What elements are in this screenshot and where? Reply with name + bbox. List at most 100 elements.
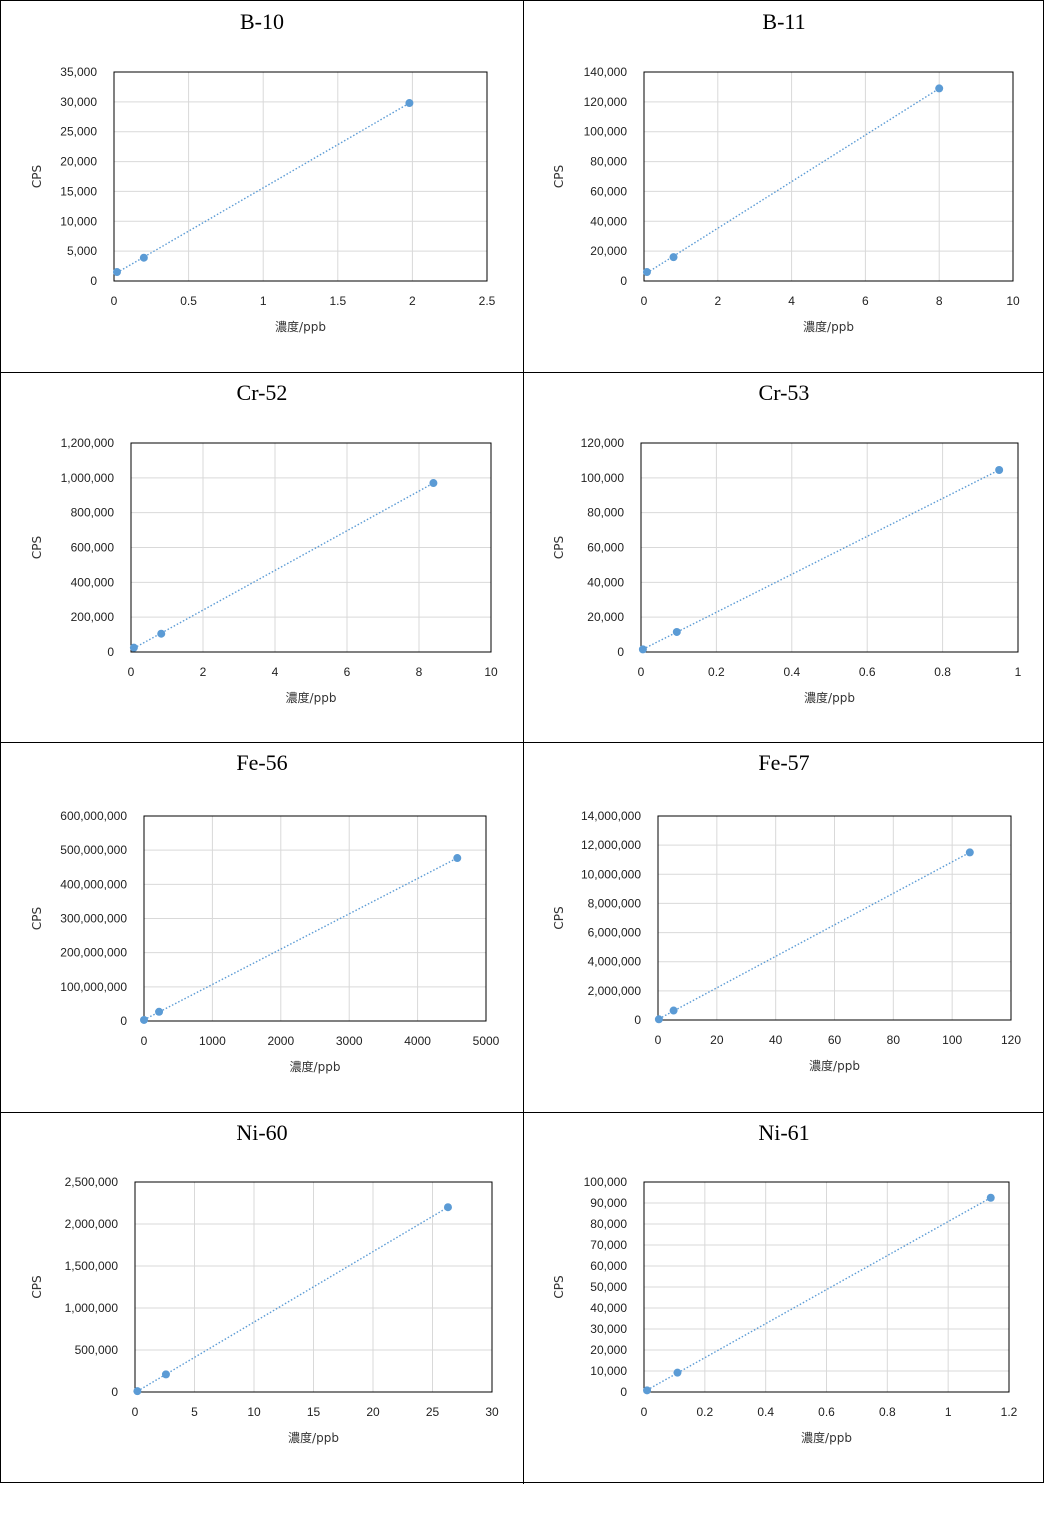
y-tick-label: 20,000 [590,1343,627,1357]
scatter-chart: 0 20 40 60 80 100 120 0 2,000,000 4,000,000 6,000,… [552,809,1021,1073]
x-tick-label: 1 [260,294,267,308]
y-tick-label: 400,000,000 [60,877,127,891]
x-tick-label: 2 [714,294,721,308]
x-tick-label: 1.2 [1001,1405,1018,1419]
x-tick-label: 100 [942,1033,962,1047]
y-tick-label: 120,000 [581,436,625,450]
y-tick-label: 10,000 [590,1364,627,1378]
y-tick-label: 30,000 [60,95,97,109]
y-tick-label: 40,000 [587,575,624,589]
x-tick-label: 120 [1001,1033,1021,1047]
y-tick-label: 10,000 [60,214,97,228]
chart-title: Fe-56 [236,750,288,775]
data-point [129,643,138,652]
y-tick-label: 100,000 [581,471,625,485]
plot-area-border [130,442,492,653]
trendline [646,1197,992,1391]
data-point [672,627,681,636]
trendline [646,87,940,274]
x-axis-title: 濃度/ppb [803,319,854,334]
scatter-chart: 0 2 4 6 8 10 0 20,000 40,000 60,000 80,000 100,000 1… [552,65,1020,334]
y-tick-label: 80,000 [590,1217,627,1231]
x-tick-label: 0 [132,1405,139,1419]
y-tick-label: 80,000 [590,155,627,169]
chart-cell: Fe-56 0 1000 2000 3000 4000 5000 0 100,000,000 20… [1,742,523,1112]
chart-cell: Cr-53 0 0.2 0.4 0.6 0.8 1 0 20,000 40,000 60,000 80… [523,372,1044,742]
chart-title: Cr-52 [236,380,288,405]
x-tick-label: 0.8 [934,665,951,679]
y-tick-label: 12,000,000 [581,838,641,852]
scatter-chart: 0 0.2 0.4 0.6 0.8 1 0 20,000 40,000 60,000 80,000 1… [552,436,1022,705]
x-tick-label: 40 [769,1033,783,1047]
x-tick-label: 20 [710,1033,724,1047]
y-tick-label: 2,000,000 [588,984,642,998]
chart-title: Ni-60 [236,1120,288,1145]
y-tick-label: 60,000 [587,541,624,555]
x-tick-label: 10 [1006,294,1020,308]
y-tick-label: 100,000 [584,125,628,139]
y-axis-title: CPS [552,1275,566,1298]
x-tick-label: 0.4 [783,665,800,679]
x-tick-label: 0 [128,665,135,679]
x-axis-title: 濃度/ppb [801,1430,852,1445]
x-tick-label: 30 [485,1405,499,1419]
data-point [986,1193,995,1202]
x-tick-label: 4000 [404,1034,431,1048]
data-point [935,84,944,93]
data-point [673,1368,682,1377]
x-tick-label: 0.4 [757,1405,774,1419]
data-point [642,268,651,277]
y-tick-label: 70,000 [590,1238,627,1252]
y-axis-title: CPS [30,536,44,559]
y-tick-label: 1,500,000 [65,1259,119,1273]
x-tick-label: 5 [191,1405,198,1419]
x-tick-label: 2 [409,294,416,308]
y-tick-label: 5,000 [67,244,97,258]
data-point [453,854,462,863]
y-tick-label: 0 [111,1385,118,1399]
y-axis-title: CPS [30,1275,44,1298]
y-tick-label: 50,000 [590,1280,627,1294]
x-tick-label: 0 [641,294,648,308]
y-tick-label: 200,000,000 [60,946,127,960]
y-tick-label: 8,000,000 [588,896,642,910]
data-point [443,1203,452,1212]
x-axis-title: 濃度/ppb [288,1430,339,1445]
x-tick-label: 0 [641,1405,648,1419]
data-point [140,1015,148,1024]
plot-area-border [134,1181,493,1393]
y-tick-label: 1,000,000 [61,471,115,485]
x-tick-label: 2.5 [479,294,496,308]
y-axis-title: CPS [552,536,566,559]
chart-title: B-10 [240,9,284,34]
y-tick-label: 35,000 [60,65,97,79]
data-point [133,1387,142,1396]
x-axis-title: 濃度/ppb [290,1059,341,1074]
y-tick-label: 1,000,000 [65,1301,119,1315]
data-point [638,645,647,654]
y-tick-label: 600,000,000 [60,809,127,823]
chart-cell: Ni-60 0 5 10 15 20 25 30 0 500,000 1,000,000 1,500,… [1,1112,523,1484]
y-tick-label: 2,000,000 [65,1217,119,1231]
y-axis-title: CPS [30,907,44,930]
data-point [157,629,166,638]
table-row-divider [1,742,1044,743]
x-tick-label: 6 [862,294,869,308]
chart-cell: Ni-61 0 0.2 0.4 0.6 0.8 1 1.2 0 10,000 20,000 30,00… [523,1112,1044,1484]
x-tick-label: 0.2 [708,665,725,679]
y-tick-label: 120,000 [584,95,628,109]
x-tick-label: 25 [426,1405,440,1419]
y-tick-label: 100,000,000 [60,980,127,994]
y-tick-label: 0 [620,1385,627,1399]
y-tick-label: 40,000 [590,1301,627,1315]
x-tick-label: 8 [936,294,943,308]
data-point [965,848,974,857]
y-tick-label: 60,000 [590,184,627,198]
y-tick-label: 500,000,000 [60,843,127,857]
chart-title: Fe-57 [758,750,810,775]
y-tick-label: 800,000 [71,506,115,520]
plot-area-border [640,442,1019,653]
data-point [161,1370,170,1379]
y-tick-label: 100,000 [584,1175,628,1189]
data-point [155,1007,164,1016]
